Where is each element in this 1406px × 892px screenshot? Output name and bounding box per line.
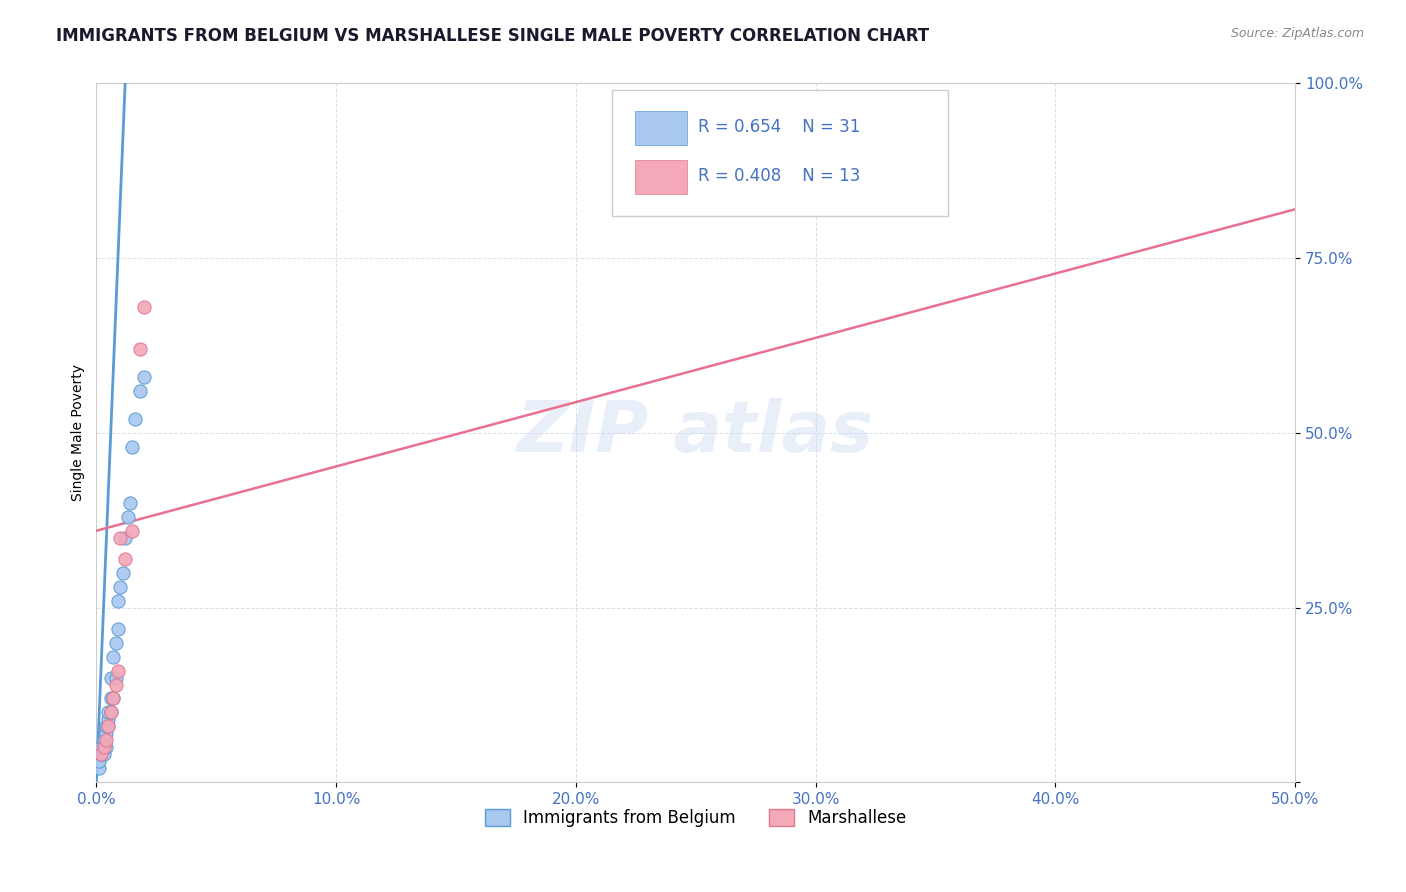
Point	[90, 747, 112, 762]
Point	[97, 719, 120, 733]
Point	[93, 733, 115, 747]
Point	[100, 691, 122, 706]
FancyBboxPatch shape	[612, 90, 948, 216]
Point	[93, 740, 115, 755]
Point	[97, 713, 120, 727]
Point	[100, 706, 122, 720]
Point	[110, 531, 132, 545]
Point	[87, 755, 110, 769]
Point	[100, 706, 122, 720]
Legend: Immigrants from Belgium, Marshallese: Immigrants from Belgium, Marshallese	[478, 802, 914, 833]
Point	[121, 524, 143, 538]
Point	[134, 300, 156, 314]
Point	[117, 509, 139, 524]
Point	[90, 747, 112, 762]
Text: R = 0.408    N = 13: R = 0.408 N = 13	[699, 167, 860, 185]
Point	[101, 691, 124, 706]
Point	[100, 671, 122, 685]
Point	[114, 531, 136, 545]
Point	[93, 747, 115, 762]
Point	[104, 677, 127, 691]
Point	[107, 593, 129, 607]
Text: ZIP atlas: ZIP atlas	[517, 399, 875, 467]
Point	[97, 706, 120, 720]
Point	[114, 551, 136, 566]
Point	[118, 496, 141, 510]
Text: IMMIGRANTS FROM BELGIUM VS MARSHALLESE SINGLE MALE POVERTY CORRELATION CHART: IMMIGRANTS FROM BELGIUM VS MARSHALLESE S…	[56, 27, 929, 45]
Point	[87, 761, 110, 775]
Point	[94, 733, 117, 747]
Point	[90, 740, 112, 755]
FancyBboxPatch shape	[634, 161, 688, 194]
Point	[93, 740, 115, 755]
Point	[104, 635, 127, 649]
Point	[128, 342, 150, 356]
FancyBboxPatch shape	[634, 112, 688, 145]
Point	[94, 726, 117, 740]
Text: Source: ZipAtlas.com: Source: ZipAtlas.com	[1230, 27, 1364, 40]
Point	[110, 580, 132, 594]
Point	[94, 719, 117, 733]
Point	[107, 664, 129, 678]
Point	[104, 671, 127, 685]
Point	[111, 566, 134, 580]
Point	[97, 719, 120, 733]
Point	[134, 370, 156, 384]
Point	[94, 740, 117, 755]
Y-axis label: Single Male Poverty: Single Male Poverty	[72, 365, 86, 501]
Point	[101, 691, 124, 706]
Point	[124, 412, 146, 426]
Point	[107, 622, 129, 636]
Point	[101, 649, 124, 664]
Point	[121, 440, 143, 454]
Point	[128, 384, 150, 398]
Text: R = 0.654    N = 31: R = 0.654 N = 31	[699, 118, 860, 136]
